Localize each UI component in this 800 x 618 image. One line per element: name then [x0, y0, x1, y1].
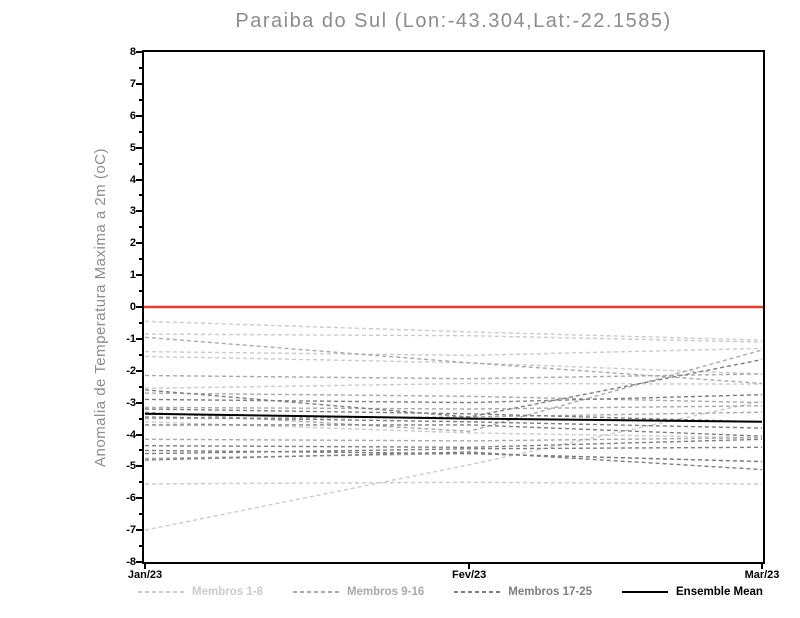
y-minor-tick — [139, 385, 144, 388]
member-line — [144, 373, 763, 380]
y-major-tick — [136, 529, 144, 532]
y-tick-label: 4 — [129, 173, 136, 186]
y-minor-tick — [139, 545, 144, 548]
y-tick-label: -7 — [126, 524, 136, 537]
x-tick-label-jan: Jan/23 — [127, 569, 163, 581]
y-tick-label: 2 — [129, 237, 136, 250]
ensemble-mean-line — [144, 412, 763, 423]
y-minor-tick — [139, 194, 144, 197]
y-tick-label: -1 — [126, 332, 136, 345]
y-minor-tick — [139, 162, 144, 165]
y-minor-tick — [139, 130, 144, 133]
legend-label: Ensemble Mean — [676, 586, 763, 598]
plot-lines-svg — [144, 305, 763, 531]
y-tick-label: -8 — [126, 556, 136, 568]
member-line — [144, 451, 763, 471]
y-tick-label: 3 — [129, 205, 136, 218]
y-tick-label: 5 — [129, 141, 136, 154]
y-minor-tick — [139, 321, 144, 324]
y-minor-tick — [139, 226, 144, 229]
x-tick-label-mar: Mar/23 — [744, 569, 780, 581]
legend: Membros 1-8 Membros 9-16 Membros 17-25 E… — [138, 586, 778, 598]
member-line — [144, 355, 763, 375]
x-major-tick — [144, 562, 146, 569]
member-line — [144, 347, 763, 357]
member-line — [144, 394, 763, 404]
y-minor-tick — [139, 417, 144, 420]
y-tick-label: 7 — [129, 77, 136, 90]
y-minor-tick — [139, 481, 144, 484]
dashed-line-sample-icon — [138, 591, 184, 593]
member-line — [144, 400, 763, 531]
solid-line-sample-icon — [622, 591, 669, 593]
dashed-line-sample-icon — [292, 591, 339, 593]
y-major-tick — [136, 337, 144, 340]
y-tick-label: -2 — [126, 364, 136, 377]
plot-area — [142, 50, 765, 564]
legend-item-membros-1-8: Membros 1-8 — [138, 586, 263, 598]
y-major-tick — [136, 210, 144, 213]
y-minor-tick — [139, 290, 144, 293]
legend-item-membros-17-25: Membros 17-25 — [454, 586, 592, 598]
y-tick-label: -6 — [126, 492, 136, 505]
y-minor-tick — [139, 66, 144, 69]
y-tick-label: -5 — [126, 460, 136, 473]
member-line — [144, 408, 763, 423]
y-major-tick — [136, 561, 144, 563]
y-tick-label: -4 — [126, 428, 136, 441]
dashed-line-sample-icon — [454, 591, 501, 593]
y-major-tick — [136, 306, 144, 308]
member-line — [144, 438, 763, 449]
y-major-tick — [136, 433, 144, 436]
member-line — [145, 424, 763, 437]
y-tick-label: -3 — [126, 396, 136, 409]
member-line — [144, 392, 763, 404]
legend-label: Membros 9-16 — [346, 586, 425, 598]
member-line — [144, 382, 763, 389]
member-line — [144, 358, 763, 418]
x-major-tick — [761, 562, 763, 569]
y-major-tick — [136, 497, 144, 500]
y-major-tick — [136, 178, 144, 181]
y-major-tick — [136, 465, 144, 468]
member-line — [144, 481, 763, 485]
y-tick-label: 6 — [129, 109, 136, 122]
y-minor-tick — [139, 98, 144, 101]
legend-label: Membros 1-8 — [192, 586, 263, 598]
legend-item-ensemble-mean: Ensemble Mean — [622, 586, 763, 598]
y-minor-tick — [139, 258, 144, 261]
legend-item-membros-9-16: Membros 9-16 — [292, 586, 425, 598]
y-major-tick — [136, 82, 144, 85]
y-major-tick — [136, 369, 144, 372]
member-line — [144, 405, 763, 410]
y-minor-tick — [139, 513, 144, 516]
y-major-tick — [136, 274, 144, 277]
y-tick-label: 0 — [129, 301, 136, 313]
y-major-tick — [136, 51, 144, 53]
y-tick-label: 1 — [129, 269, 136, 282]
y-major-tick — [136, 242, 144, 245]
y-tick-label: 8 — [129, 46, 136, 58]
legend-label: Membros 17-25 — [508, 586, 593, 598]
y-minor-tick — [139, 449, 144, 452]
member-line — [144, 446, 763, 455]
y-major-tick — [136, 146, 144, 149]
y-major-tick — [136, 401, 144, 404]
member-line — [144, 437, 763, 442]
chart-title: Paraiba do Sul (Lon:-43.304,Lat:-22.1585… — [235, 10, 672, 32]
y-major-tick — [136, 114, 144, 117]
x-tick-label-fev: Fev/23 — [452, 569, 487, 581]
y-minor-tick — [139, 353, 144, 356]
member-line — [144, 333, 763, 343]
x-major-tick — [468, 562, 471, 569]
member-line — [144, 320, 763, 341]
member-line — [144, 416, 763, 429]
